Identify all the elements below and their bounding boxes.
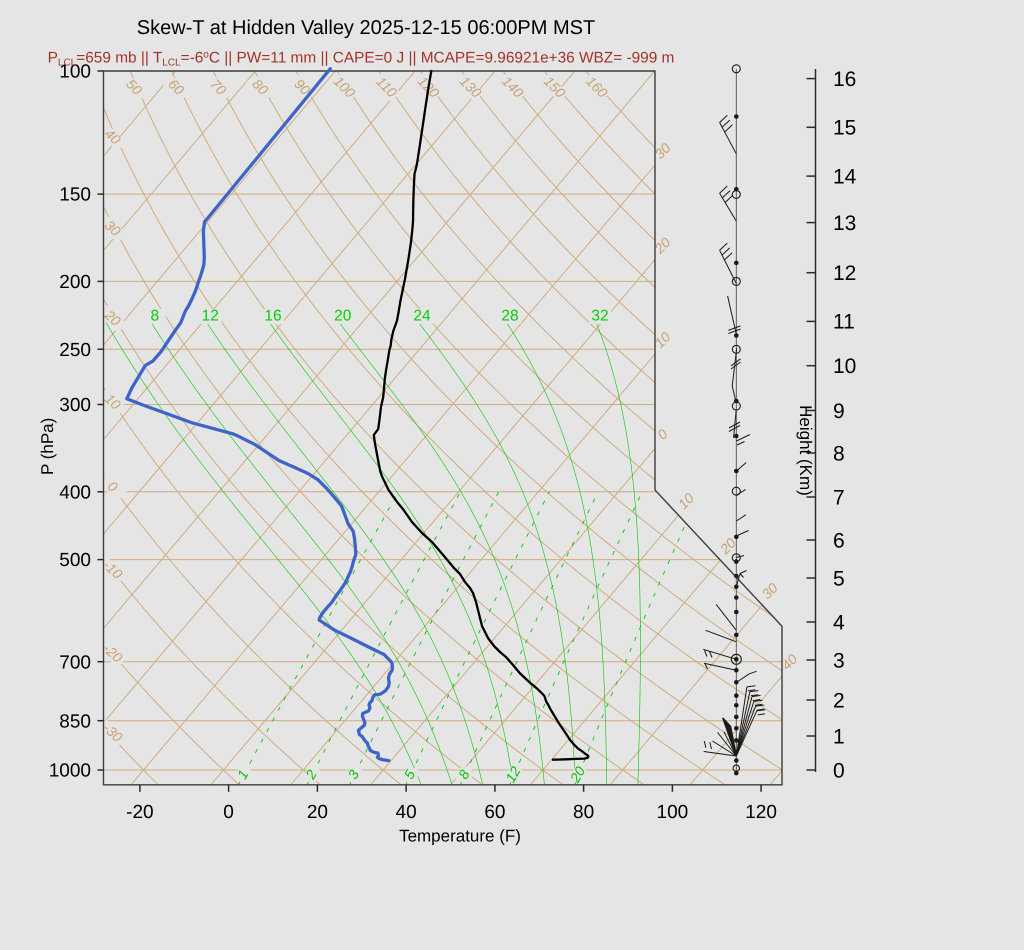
svg-text:60: 60 xyxy=(484,802,505,823)
svg-text:40: 40 xyxy=(396,802,417,823)
svg-text:12: 12 xyxy=(202,308,219,325)
svg-text:100: 100 xyxy=(657,802,689,823)
svg-text:250: 250 xyxy=(59,340,91,361)
svg-text:12: 12 xyxy=(833,262,856,285)
svg-text:28: 28 xyxy=(501,308,518,325)
svg-text:11: 11 xyxy=(833,311,855,334)
svg-text:Height (Km): Height (Km) xyxy=(796,405,815,496)
svg-text:1000: 1000 xyxy=(49,761,91,782)
svg-text:4: 4 xyxy=(833,611,845,634)
svg-text:120: 120 xyxy=(745,802,777,823)
svg-text:14: 14 xyxy=(833,165,857,188)
svg-text:1: 1 xyxy=(833,725,845,748)
svg-text:P (hPa): P (hPa) xyxy=(38,418,57,475)
svg-text:200: 200 xyxy=(59,272,91,293)
svg-text:9: 9 xyxy=(833,400,845,423)
svg-text:13: 13 xyxy=(833,212,856,235)
svg-text:15: 15 xyxy=(833,117,856,140)
svg-text:16: 16 xyxy=(264,308,281,325)
svg-text:100: 100 xyxy=(59,62,91,83)
svg-text:PLCL=659 mb || TLCL=-6oC || PW: PLCL=659 mb || TLCL=-6oC || PW=11 mm || … xyxy=(48,50,675,69)
svg-text:400: 400 xyxy=(59,482,91,503)
svg-text:5: 5 xyxy=(833,567,845,590)
svg-text:32: 32 xyxy=(591,308,608,325)
svg-text:0: 0 xyxy=(223,802,234,823)
svg-text:150: 150 xyxy=(59,185,91,206)
svg-text:6: 6 xyxy=(833,529,845,552)
svg-text:0: 0 xyxy=(833,759,845,782)
svg-text:7: 7 xyxy=(833,486,845,509)
svg-text:850: 850 xyxy=(59,711,91,732)
svg-text:3: 3 xyxy=(833,649,845,672)
svg-text:10: 10 xyxy=(833,355,856,378)
svg-text:12: 12 xyxy=(502,763,524,785)
svg-text:24: 24 xyxy=(413,308,431,325)
svg-text:-20: -20 xyxy=(126,802,153,823)
svg-text:8: 8 xyxy=(833,442,845,465)
svg-text:20: 20 xyxy=(334,308,352,325)
svg-text:2: 2 xyxy=(833,689,845,712)
svg-text:20: 20 xyxy=(307,802,328,823)
svg-text:500: 500 xyxy=(59,550,91,571)
svg-text:8: 8 xyxy=(150,308,159,325)
svg-text:16: 16 xyxy=(833,68,856,91)
svg-text:700: 700 xyxy=(59,652,91,673)
svg-text:300: 300 xyxy=(59,395,91,416)
svg-text:Temperature (F): Temperature (F) xyxy=(399,827,521,846)
svg-text:20: 20 xyxy=(566,763,588,786)
svg-text:80: 80 xyxy=(573,802,594,823)
svg-text:Skew-T at Hidden Valley 2025-1: Skew-T at Hidden Valley 2025-12-15 06:00… xyxy=(137,17,595,39)
